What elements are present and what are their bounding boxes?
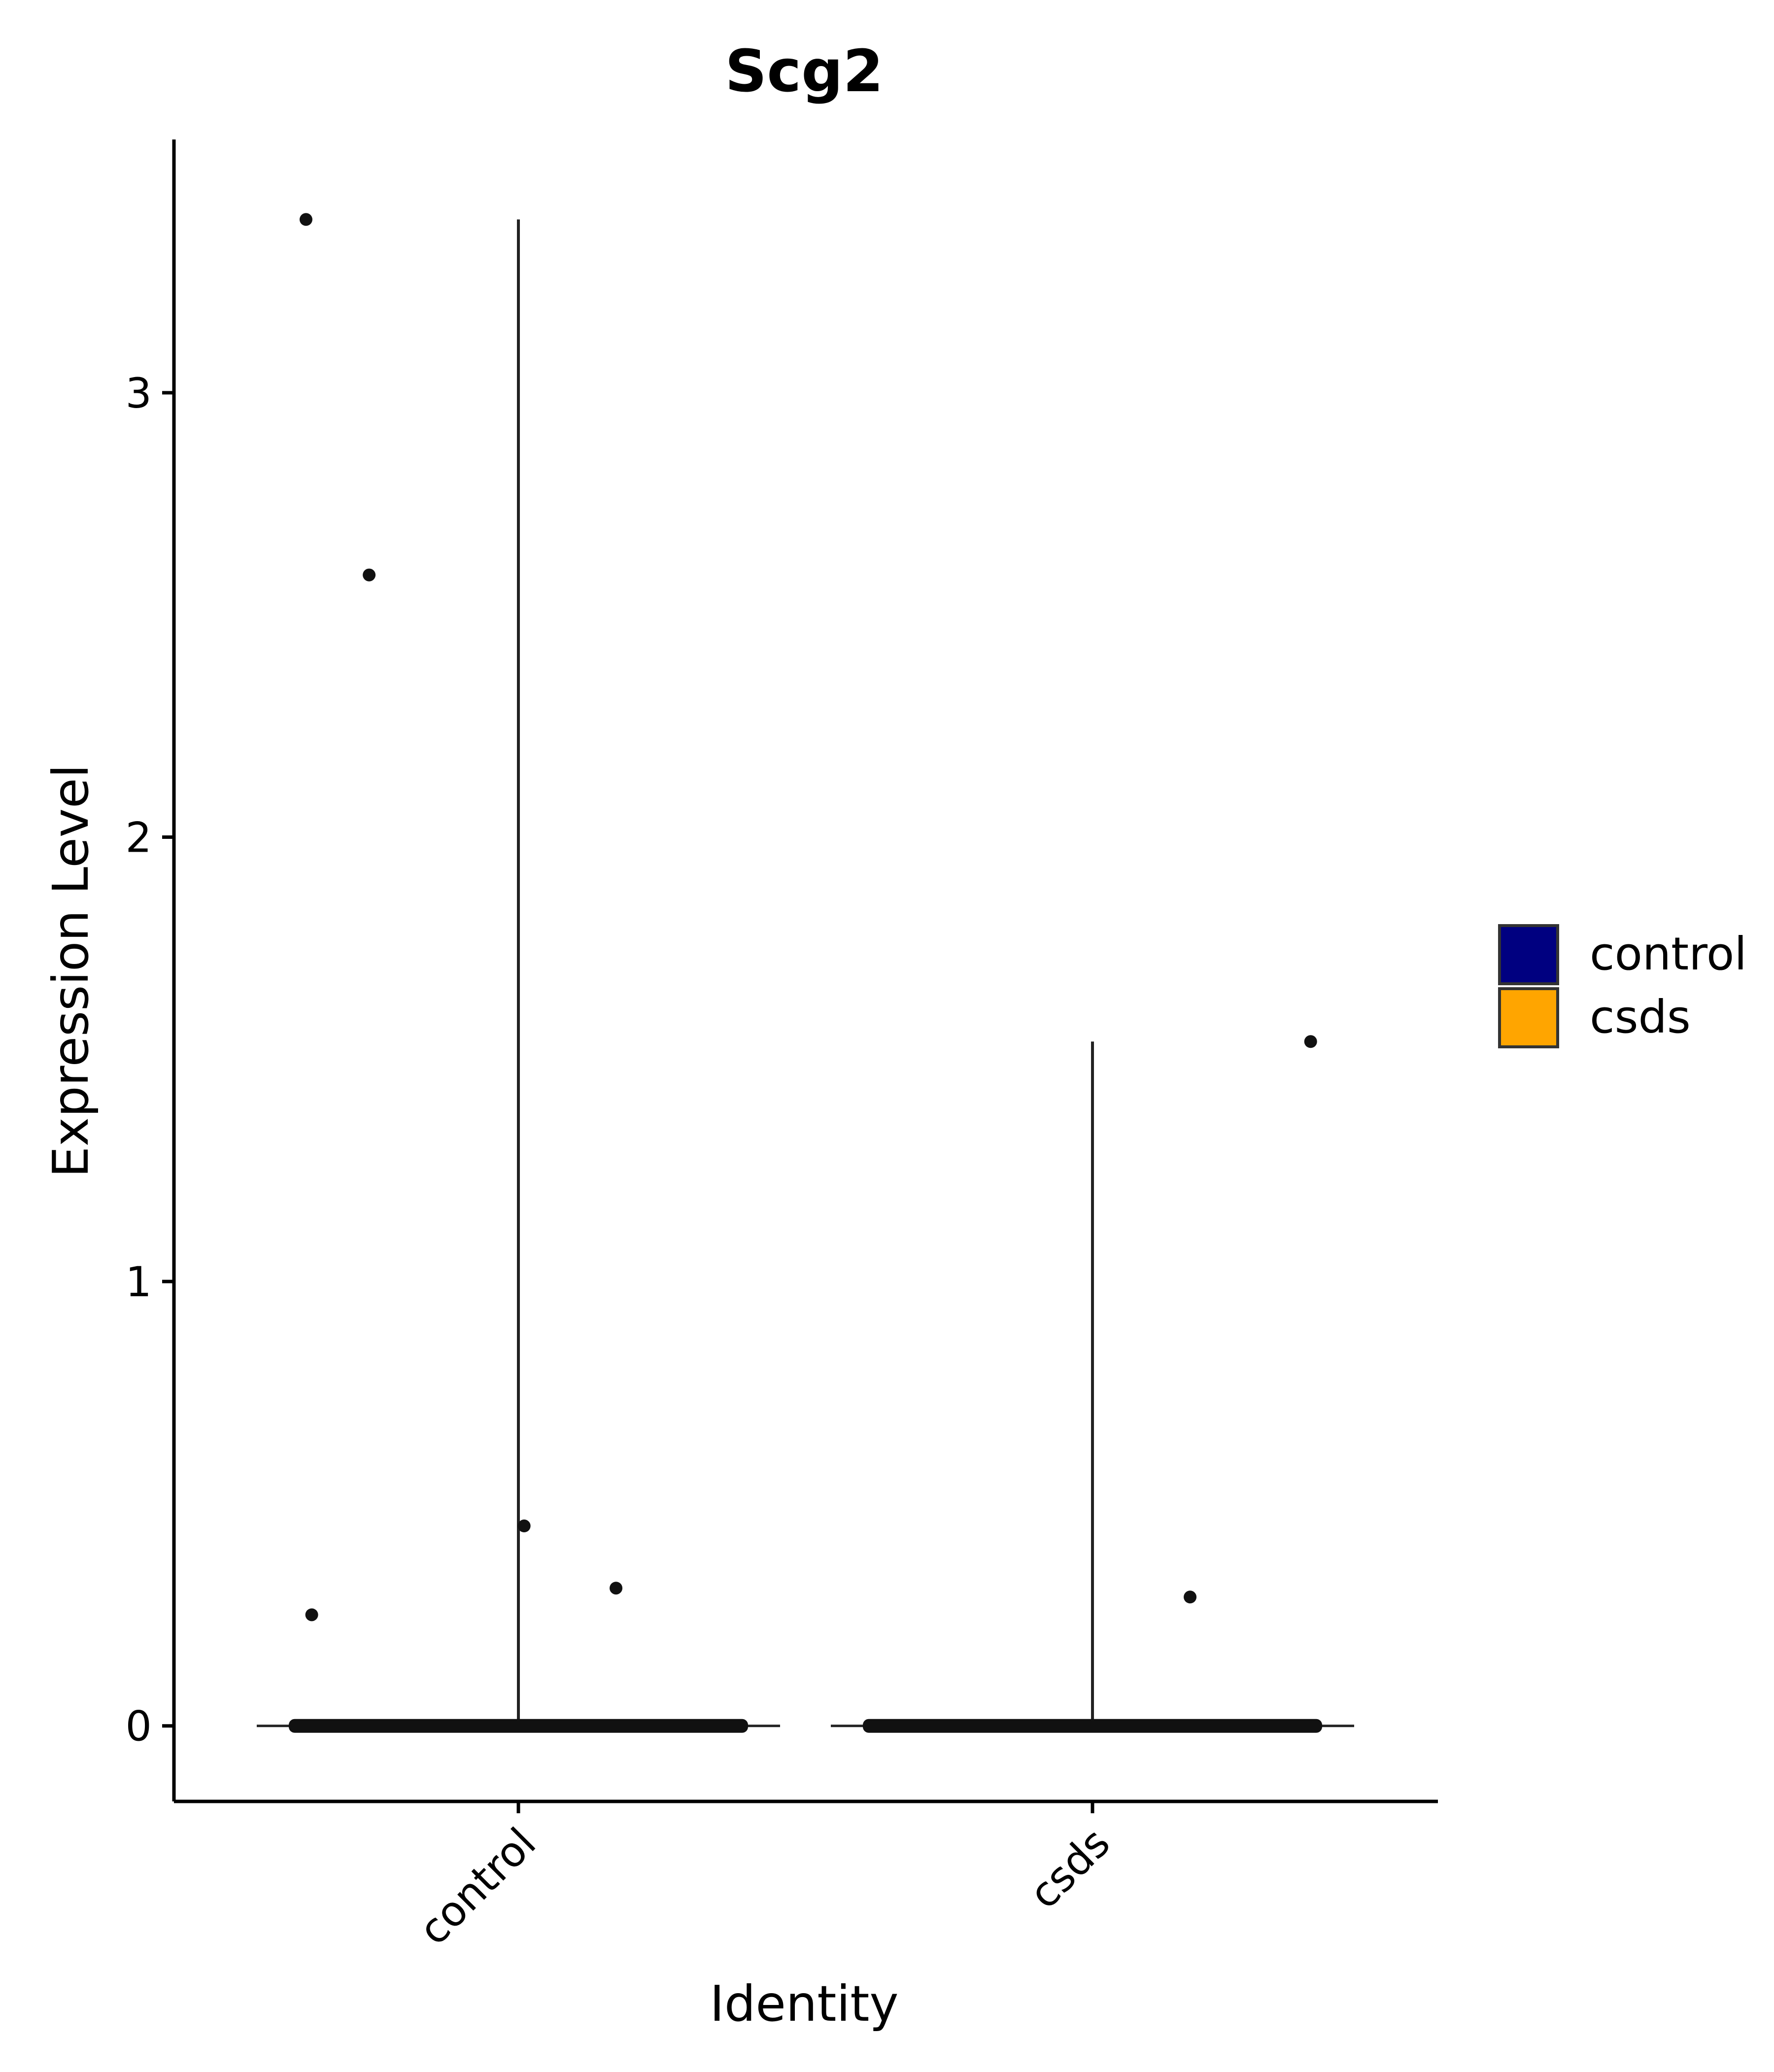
y-axis-label: Expression Level (42, 764, 100, 1178)
legend: control csds (1498, 924, 1747, 1048)
y-tick-label: 1 (126, 1258, 152, 1306)
data-point-control (363, 568, 376, 582)
data-point-control (517, 1519, 531, 1533)
data-point-control (305, 1608, 318, 1622)
x-axis-label: Identity (710, 1975, 898, 2033)
data-point-control (610, 1582, 623, 1595)
x-tick-label-csds: csds (1020, 1819, 1120, 1918)
y-tick-label: 3 (126, 369, 152, 417)
legend-label-control: control (1590, 928, 1747, 980)
zero-points-band-control (289, 1719, 748, 1733)
zero-points-band-csds (863, 1719, 1322, 1733)
data-point-csds (1304, 1035, 1317, 1048)
y-tick-label: 0 (126, 1702, 152, 1751)
x-tick-label-control: control (409, 1819, 545, 1954)
plot-layer: 0 1 2 3 control csds (126, 139, 1438, 1954)
chart-title: Scg2 (725, 37, 884, 105)
data-point-csds (1184, 1590, 1197, 1604)
data-point-control (299, 213, 312, 226)
y-tick-label: 2 (126, 814, 152, 862)
legend-swatch-csds (1498, 987, 1559, 1048)
legend-swatch-control (1498, 924, 1559, 985)
legend-label-csds: csds (1590, 991, 1691, 1043)
